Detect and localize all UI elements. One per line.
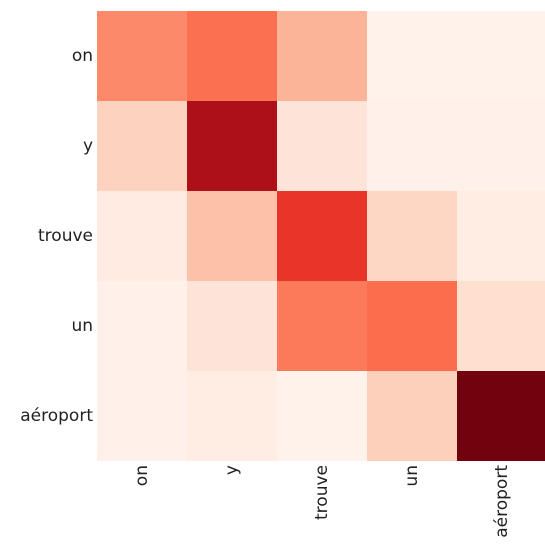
heatmap-cell-0-1	[187, 11, 277, 101]
x-tick-label: trouve	[312, 465, 332, 520]
x-axis-tick-labels: on y trouve un aéroport	[132, 465, 512, 538]
y-tick-label: y	[83, 136, 93, 156]
heatmap-cell-0-0	[97, 11, 187, 101]
y-tick-label: un	[71, 316, 93, 336]
heatmap-cell-2-1	[187, 191, 277, 281]
heatmap-cell-2-4	[457, 191, 545, 281]
heatmap-cell-1-1	[187, 101, 277, 191]
y-tick-label: aéroport	[20, 406, 93, 426]
heatmap-cell-2-0	[97, 191, 187, 281]
heatmap-cell-3-0	[97, 281, 187, 371]
heatmap-cells	[97, 11, 545, 461]
x-tick-label: y	[222, 465, 242, 475]
heatmap-cell-4-3	[367, 371, 457, 461]
heatmap-cell-1-2	[277, 101, 367, 191]
heatmap-cell-3-4	[457, 281, 545, 371]
heatmap-cell-1-4	[457, 101, 545, 191]
heatmap-cell-3-1	[187, 281, 277, 371]
heatmap-cell-0-3	[367, 11, 457, 101]
heatmap-cell-2-3	[367, 191, 457, 281]
x-tick-label: aéroport	[492, 465, 512, 538]
y-axis-tick-labels: on y trouve un aéroport	[20, 46, 93, 426]
heatmap-cell-4-1	[187, 371, 277, 461]
heatmap-cell-4-0	[97, 371, 187, 461]
heatmap-cell-4-4	[457, 371, 545, 461]
x-tick-label: on	[132, 465, 152, 486]
heatmap-cell-1-0	[97, 101, 187, 191]
y-tick-label: trouve	[38, 226, 93, 246]
heatmap-cell-3-3	[367, 281, 457, 371]
heatmap-cell-0-4	[457, 11, 545, 101]
y-tick-label: on	[72, 46, 93, 66]
heatmap-cell-4-2	[277, 371, 367, 461]
heatmap-cell-0-2	[277, 11, 367, 101]
x-tick-label: un	[402, 465, 422, 487]
heatmap-cell-1-3	[367, 101, 457, 191]
heatmap-cell-2-2	[277, 191, 367, 281]
heatmap-cell-3-2	[277, 281, 367, 371]
